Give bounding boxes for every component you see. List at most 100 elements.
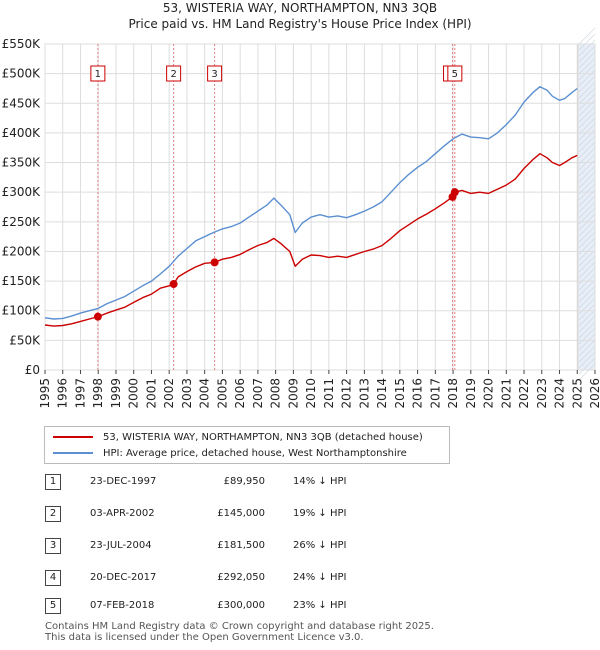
y-tick-label: £150K xyxy=(2,274,42,288)
y-tick-label: £250K xyxy=(2,215,42,229)
forecast-hatch xyxy=(578,333,596,351)
x-tick-label: 2026 xyxy=(588,378,600,409)
table-row: 5 07-FEB-2018 £300,000 23% ↓ HPI xyxy=(45,596,405,616)
x-tick-label: 2024 xyxy=(553,378,567,409)
sale-hpi-diff: 19% ↓ HPI xyxy=(293,508,347,519)
x-tick-label: 2011 xyxy=(322,378,336,409)
x-tick-label: 2020 xyxy=(482,378,496,409)
forecast-hatch xyxy=(578,201,596,219)
forecast-hatch xyxy=(578,243,596,261)
forecast-hatch xyxy=(578,153,596,171)
sale-badge: 3 xyxy=(45,538,61,554)
footer-copyright: Contains HM Land Registry data © Crown c… xyxy=(45,621,434,632)
sale-price: £89,950 xyxy=(223,476,265,487)
forecast-hatch xyxy=(578,51,596,69)
forecast-hatch xyxy=(578,357,596,375)
forecast-hatch xyxy=(578,285,596,303)
forecast-hatch xyxy=(578,363,596,381)
x-tick-label: 1995 xyxy=(38,378,52,409)
x-tick-label: 2006 xyxy=(233,378,247,409)
forecast-hatch xyxy=(578,177,596,195)
x-tick-label: 2000 xyxy=(127,378,141,409)
x-tick-label: 2002 xyxy=(162,378,176,409)
sale-hpi-diff: 26% ↓ HPI xyxy=(293,540,347,551)
sale-date: 23-JUL-2004 xyxy=(90,540,152,551)
y-tick-label: £100K xyxy=(2,304,42,318)
forecast-hatch xyxy=(578,135,596,153)
x-tick-label: 2003 xyxy=(180,378,194,409)
sale-badge-chart: 5 xyxy=(447,65,463,82)
x-tick-label: 2015 xyxy=(393,378,407,409)
forecast-hatch xyxy=(578,63,596,81)
sale-badge-label: 3 xyxy=(211,69,217,80)
footer: Contains HM Land Registry data © Crown c… xyxy=(45,621,434,643)
sale-badge-label: 2 xyxy=(170,69,176,80)
forecast-hatch xyxy=(578,219,596,237)
forecast-hatch xyxy=(578,225,596,243)
table-row: 1 23-DEC-1997 £89,950 14% ↓ HPI xyxy=(45,472,405,492)
forecast-hatch xyxy=(578,303,596,321)
forecast-hatch xyxy=(578,327,596,345)
forecast-hatch xyxy=(578,309,596,327)
x-tick-label: 2014 xyxy=(375,378,389,409)
sale-badge-box xyxy=(207,65,223,82)
forecast-hatch xyxy=(578,171,596,189)
forecast-hatch xyxy=(578,195,596,213)
sale-badge: 1 xyxy=(45,474,61,490)
forecast-hatch xyxy=(578,33,596,51)
forecast-hatch xyxy=(578,165,596,183)
x-tick-label: 2009 xyxy=(286,378,300,409)
x-tick-label: 2008 xyxy=(269,378,283,409)
sale-badge: 2 xyxy=(45,506,61,522)
x-tick-label: 2004 xyxy=(198,378,212,409)
y-tick-label: £450K xyxy=(2,96,42,110)
plot-area xyxy=(44,43,596,371)
y-tick-label: £200K xyxy=(2,244,42,258)
forecast-hatch xyxy=(578,57,596,75)
forecast-hatch xyxy=(578,111,596,129)
sale-date: 23-DEC-1997 xyxy=(90,476,157,487)
sale-hpi-diff: 24% ↓ HPI xyxy=(293,572,347,583)
legend-item-hpi: HPI: Average price, detached house, West… xyxy=(53,446,407,460)
sale-point xyxy=(210,258,219,267)
forecast-hatch xyxy=(578,351,596,369)
legend: 53, WISTERIA WAY, NORTHAMPTON, NN3 3QB (… xyxy=(44,426,450,464)
y-tick-label: £400K xyxy=(2,126,42,140)
y-tick-label: £300K xyxy=(2,185,42,199)
sale-badge-chart: 1 xyxy=(90,65,106,82)
x-tick-label: 2022 xyxy=(517,378,531,409)
x-tick-label: 1998 xyxy=(91,378,105,409)
forecast-hatch xyxy=(578,339,596,357)
sale-badge-box xyxy=(90,65,106,82)
sale-badge-chart: 2 xyxy=(166,65,182,82)
forecast-hatch xyxy=(578,231,596,249)
footer-licence: This data is licensed under the Open Gov… xyxy=(45,632,364,643)
forecast-hatch xyxy=(578,261,596,279)
forecast-hatch xyxy=(578,273,596,291)
forecast-hatch xyxy=(578,81,596,99)
sale-badge-label: 5 xyxy=(452,69,458,80)
forecast-hatch xyxy=(578,123,596,141)
x-tick-label: 2013 xyxy=(357,378,371,409)
forecast-hatch xyxy=(578,315,596,333)
forecast-hatch xyxy=(578,147,596,165)
legend-label-hpi: HPI: Average price, detached house, West… xyxy=(103,447,407,459)
sale-point xyxy=(450,188,459,197)
x-tick-label: 2017 xyxy=(428,378,442,409)
sale-price: £181,500 xyxy=(217,540,265,551)
forecast-hatch xyxy=(578,105,596,123)
forecast-hatch xyxy=(578,345,596,363)
table-row: 4 20-DEC-2017 £292,050 24% ↓ HPI xyxy=(45,568,405,588)
forecast-hatch xyxy=(578,249,596,267)
forecast-hatch xyxy=(578,93,596,111)
forecast-hatch xyxy=(578,291,596,309)
sale-price: £300,000 xyxy=(217,600,265,611)
x-tick-label: 2016 xyxy=(411,378,425,409)
sale-badge: 5 xyxy=(45,598,61,614)
sale-badge-label: 1 xyxy=(95,69,101,80)
forecast-hatch xyxy=(578,87,596,105)
forecast-hatch xyxy=(578,255,596,273)
x-tick-label: 2019 xyxy=(464,378,478,409)
forecast-shade xyxy=(579,44,595,370)
sale-date: 03-APR-2002 xyxy=(90,508,155,519)
